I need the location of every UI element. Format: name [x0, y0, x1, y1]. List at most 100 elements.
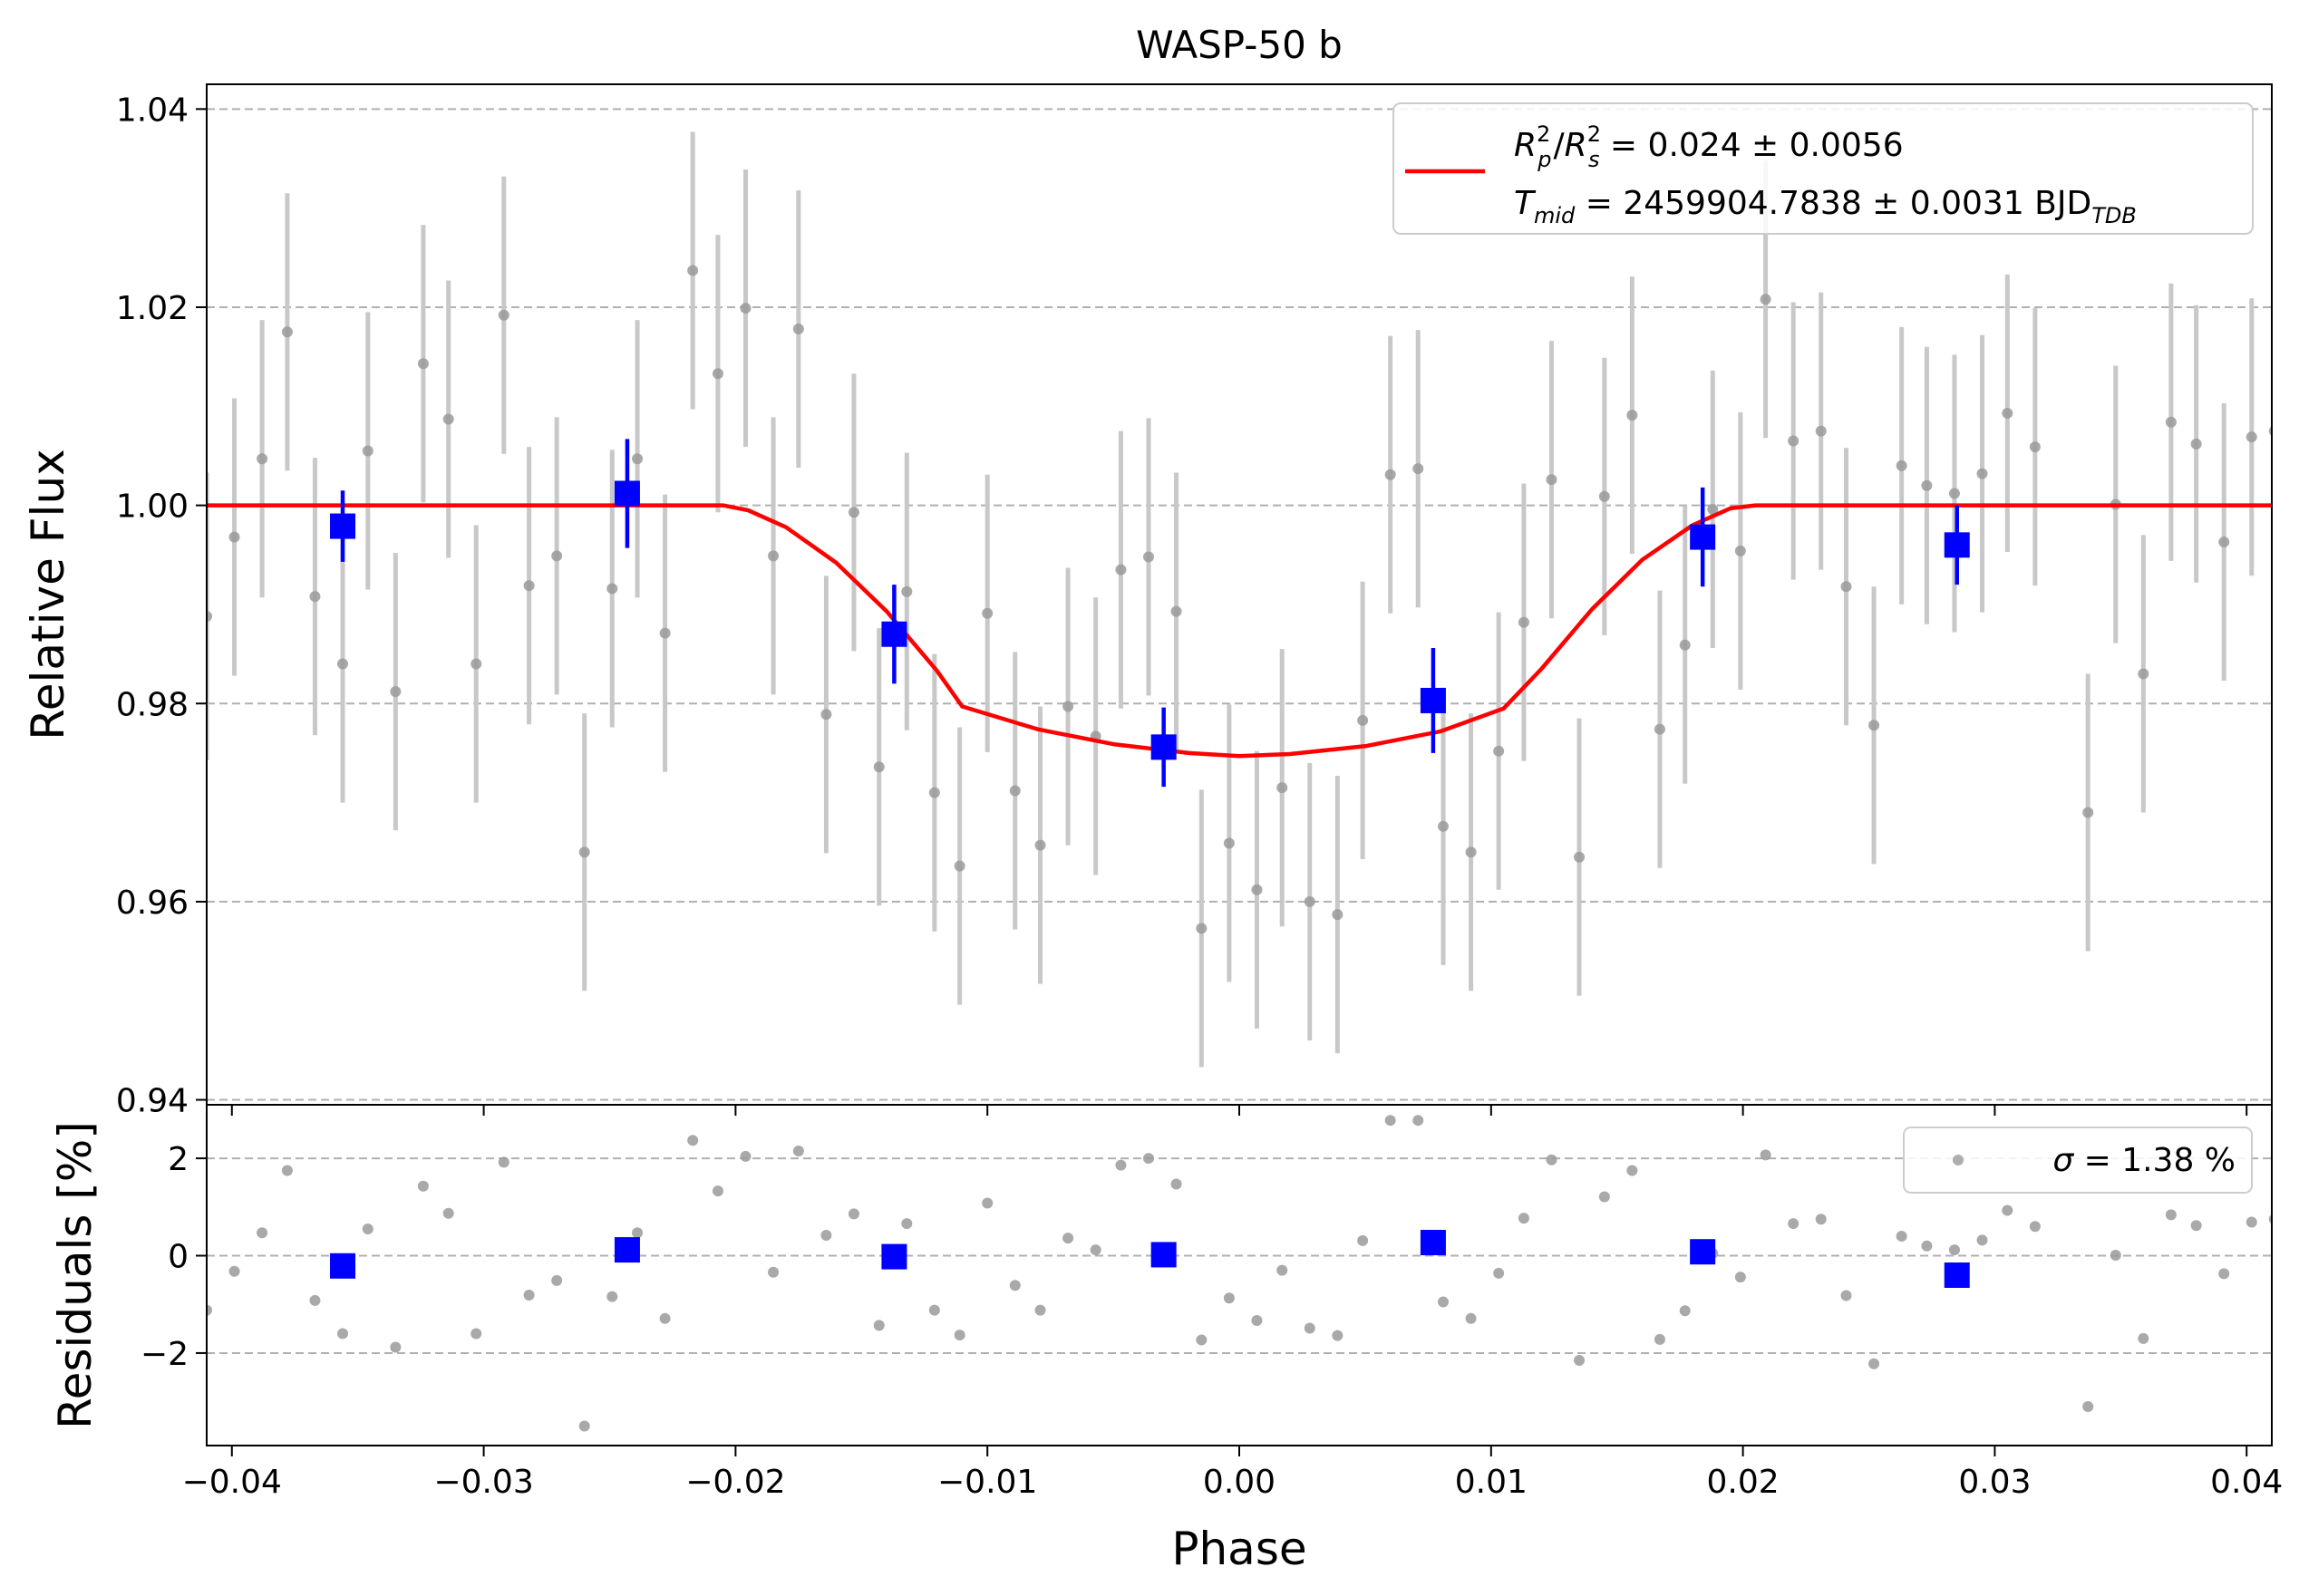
residual-point — [848, 1208, 859, 1220]
residual-point — [228, 1265, 240, 1277]
raw-point — [523, 580, 535, 592]
x-tick-label: 0.01 — [1455, 1464, 1528, 1501]
raw-point — [1707, 503, 1719, 515]
raw-point — [2138, 668, 2149, 680]
binned-point — [1150, 734, 1177, 760]
raw-point — [470, 658, 482, 670]
residual-point — [954, 1330, 965, 1341]
raw-point — [551, 550, 563, 562]
raw-point — [1223, 837, 1235, 849]
raw-point — [1438, 820, 1450, 832]
residual-point — [207, 1304, 212, 1316]
residual-point — [551, 1274, 563, 1286]
residual-point — [1170, 1178, 1182, 1190]
residual-point — [1009, 1280, 1021, 1291]
legend-mid-transit: Tmid = 2459904.7838 ± 0.0031 BJDTDB — [1514, 185, 2137, 228]
binned-residual — [1150, 1242, 1177, 1268]
raw-point — [1062, 701, 1074, 712]
residual-point — [1654, 1333, 1665, 1345]
binned-residual — [614, 1237, 640, 1263]
x-tick-label: −0.01 — [937, 1464, 1037, 1501]
raw-point — [1384, 469, 1396, 480]
axis-ticks: −0.04 −0.03 −0.02 −0.01 0.00 0.01 0.02 0.03 0.04… — [116, 92, 2283, 1501]
y-tick-label-top: 1.00 — [116, 488, 189, 526]
raw-point — [442, 413, 454, 425]
raw-point — [1976, 468, 1988, 479]
residual-point — [1788, 1218, 1799, 1230]
residual-point — [1276, 1264, 1288, 1276]
residual-point — [632, 1227, 644, 1239]
residual-point — [390, 1341, 402, 1353]
residual-point — [1304, 1322, 1315, 1334]
residual-point — [2029, 1221, 2041, 1233]
residual-point — [1598, 1191, 1610, 1203]
y-tick-label-residual: 0 — [168, 1239, 189, 1276]
sigma-legend-box — [1903, 1127, 2253, 1194]
binned-residual — [330, 1253, 356, 1279]
x-tick-label: 0.03 — [1958, 1464, 2031, 1501]
residual-point — [1332, 1330, 1344, 1341]
raw-point — [1868, 720, 1880, 731]
raw-point — [1654, 723, 1665, 735]
legend-radius-ratio: R2 p/R2 s = 0.024 ± 0.0056 — [1514, 121, 1904, 172]
raw-point — [1357, 714, 1369, 726]
x-tick-label: 0.02 — [1707, 1464, 1780, 1501]
raw-point — [1896, 459, 1907, 471]
raw-point — [281, 326, 293, 338]
binned-residuals — [330, 1230, 1970, 1288]
residual-point — [928, 1304, 940, 1316]
raw-point — [337, 658, 349, 670]
residual-point — [2138, 1332, 2149, 1344]
binned-point — [1420, 687, 1446, 713]
residual-point — [1518, 1213, 1529, 1224]
y-tick-label-residual: 2 — [168, 1141, 189, 1178]
y-tick-label-top: 0.98 — [116, 686, 189, 723]
residual-point — [1626, 1165, 1638, 1176]
binned-point — [1944, 532, 1970, 558]
binned-points — [330, 439, 1970, 788]
raw-point — [1626, 410, 1638, 421]
raw-point — [768, 550, 780, 562]
raw-point — [820, 709, 832, 721]
raw-point — [309, 591, 321, 603]
raw-point — [1493, 745, 1505, 757]
residual-point — [1921, 1240, 1933, 1252]
raw-point — [928, 787, 940, 798]
binned-point — [1690, 524, 1716, 550]
binned-point — [330, 513, 356, 539]
raw-point — [1276, 782, 1288, 794]
y-tick-label-top: 1.02 — [116, 290, 189, 327]
raw-point — [228, 531, 240, 543]
raw-point — [578, 846, 590, 858]
raw-point — [1840, 581, 1852, 593]
raw-point — [982, 607, 994, 619]
raw-point — [2218, 537, 2230, 548]
raw-point — [901, 585, 913, 597]
residual-point — [1546, 1154, 1557, 1166]
raw-point — [873, 761, 885, 773]
raw-point — [1948, 488, 1960, 499]
residual-point — [309, 1294, 321, 1306]
residual-point — [442, 1207, 454, 1219]
x-tick-label: −0.04 — [182, 1464, 282, 1501]
raw-point — [954, 860, 965, 872]
y-tick-label-top: 0.96 — [116, 885, 189, 922]
raw-point — [1734, 545, 1746, 556]
residual-point — [2218, 1268, 2230, 1280]
transit-model — [207, 503, 2272, 759]
raw-point — [1760, 294, 1771, 305]
raw-point — [848, 507, 859, 518]
raw-point — [257, 453, 268, 465]
y-tick-label-top: 0.94 — [116, 1083, 189, 1120]
residual-point — [1357, 1234, 1369, 1246]
raw-point — [1142, 551, 1154, 563]
residual-point — [768, 1266, 780, 1278]
residual-point — [523, 1290, 535, 1301]
residual-point — [578, 1420, 590, 1432]
raw-point — [1304, 895, 1315, 907]
raw-point — [687, 265, 699, 276]
residual-point — [1062, 1233, 1074, 1244]
raw-point — [1332, 909, 1344, 921]
